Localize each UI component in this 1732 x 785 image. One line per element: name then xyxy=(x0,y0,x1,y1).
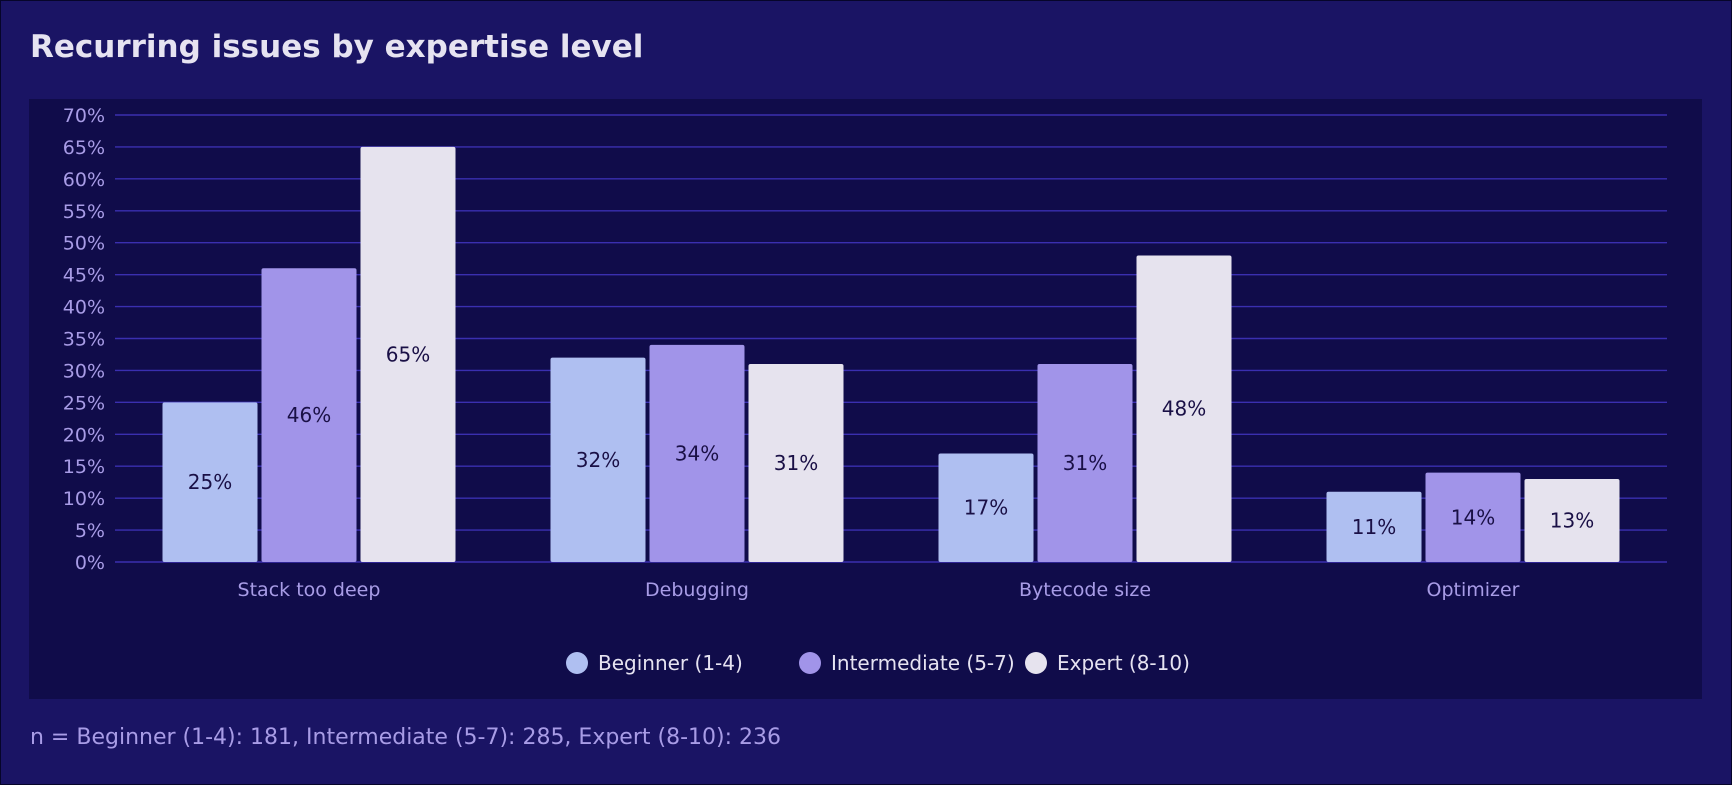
x-tick-label: Optimizer xyxy=(1426,579,1519,601)
bar xyxy=(1037,364,1133,562)
legend-entry: Intermediate (5-7) xyxy=(831,651,1015,675)
y-tick-label: 25% xyxy=(63,392,105,414)
bar xyxy=(649,344,745,562)
bar xyxy=(1425,472,1521,562)
legend-entry: Beginner (1-4) xyxy=(598,651,743,675)
y-tick-label: 5% xyxy=(75,520,105,542)
chart-panel: 0% 5% 10% 15% 20% 25% 30% 35% 40% 45% 50% 55% 60% 65%… xyxy=(29,99,1702,699)
bar xyxy=(1326,491,1422,562)
data-label: 31% xyxy=(1063,451,1107,475)
legend-swatch xyxy=(566,652,588,674)
bar xyxy=(162,402,258,562)
y-tick-label: 10% xyxy=(63,488,105,510)
y-tick-label: 65% xyxy=(63,137,105,159)
data-label: 65% xyxy=(386,342,430,366)
chart-title: Recurring issues by expertise level xyxy=(30,29,644,65)
sample-size-note: n = Beginner (1-4): 181, Intermediate (5… xyxy=(30,725,781,750)
data-label: 13% xyxy=(1550,508,1594,532)
data-label: 34% xyxy=(675,441,719,465)
data-label: 48% xyxy=(1162,397,1206,421)
y-tick-label: 55% xyxy=(63,201,105,223)
y-tick-label: 20% xyxy=(63,424,105,446)
bar xyxy=(261,268,357,562)
y-tick-label: 40% xyxy=(63,297,105,319)
x-tick-label: Debugging xyxy=(645,579,749,601)
data-label: 14% xyxy=(1451,505,1495,529)
data-label: 32% xyxy=(576,448,620,472)
y-tick-label: 70% xyxy=(63,105,105,127)
legend-swatch xyxy=(799,652,821,674)
bar-chart: 0% 5% 10% 15% 20% 25% 30% 35% 40% 45% 50% 55% 60% 65%… xyxy=(63,105,1667,675)
bar xyxy=(1136,255,1232,562)
x-tick-label: Bytecode size xyxy=(1019,579,1151,601)
legend-swatch xyxy=(1025,652,1047,674)
y-tick-label: 15% xyxy=(63,456,105,478)
y-tick-label: 45% xyxy=(63,265,105,287)
x-tick-label: Stack too deep xyxy=(238,579,381,601)
data-label: 46% xyxy=(287,403,331,427)
bar xyxy=(550,357,646,562)
y-tick-label: 50% xyxy=(63,233,105,255)
data-label: 25% xyxy=(188,470,232,494)
y-tick-label: 0% xyxy=(75,552,105,574)
bar xyxy=(1524,478,1620,562)
data-label: 31% xyxy=(774,451,818,475)
bar xyxy=(360,146,456,562)
data-label: 11% xyxy=(1352,515,1396,539)
data-label: 17% xyxy=(964,496,1008,520)
y-tick-label: 35% xyxy=(63,329,105,351)
y-tick-label: 60% xyxy=(63,169,105,191)
bar xyxy=(938,453,1034,562)
bar xyxy=(748,364,844,562)
legend-entry: Expert (8-10) xyxy=(1057,651,1190,675)
y-tick-label: 30% xyxy=(63,360,105,382)
